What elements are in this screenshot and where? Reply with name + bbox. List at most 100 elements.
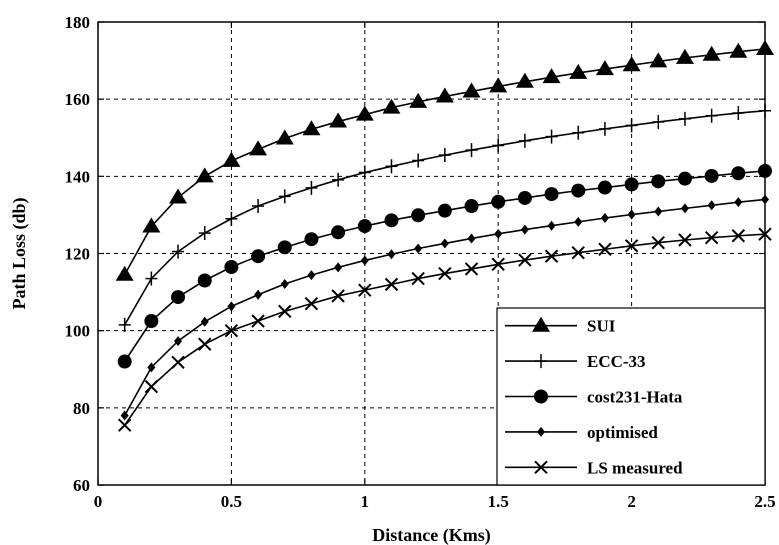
data-point-ls-measured <box>358 283 372 297</box>
data-point-optimised <box>200 316 209 327</box>
data-point-ecc-33 <box>278 189 291 204</box>
y-tick-label: 160 <box>65 90 91 109</box>
data-point-optimised <box>494 228 503 239</box>
data-point-ecc-33 <box>518 133 531 148</box>
data-point-ls-measured <box>518 253 532 267</box>
data-point-cost231-hata <box>731 166 746 181</box>
marker-stroke <box>171 355 185 370</box>
data-point-optimised <box>574 216 583 227</box>
axis-ticks: 0 0.5 1 1.5 2 2.5 60 80 100 120 140 160 180 <box>65 13 776 511</box>
data-point-ecc-33 <box>438 148 451 163</box>
data-point-sui <box>649 52 668 68</box>
marker-stroke <box>384 277 399 292</box>
data-point-sui <box>435 87 454 103</box>
data-point-ls-measured <box>171 355 185 370</box>
marker-stroke <box>544 249 559 263</box>
data-point-cost231-hata <box>277 240 292 255</box>
data-point-ecc-33 <box>385 159 398 174</box>
data-point-sui <box>382 98 401 114</box>
data-point-sui <box>329 112 348 128</box>
legend-entry-optimised: optimised <box>505 423 658 442</box>
marker-stroke <box>518 253 532 267</box>
data-point-sui <box>249 140 268 156</box>
data-point-ls-measured <box>144 379 159 394</box>
marker-stroke <box>438 266 452 281</box>
data-point-optimised <box>627 209 636 220</box>
data-point-cost231-hata <box>304 232 319 247</box>
data-point-optimised <box>600 213 609 224</box>
data-point-cost231-hata <box>651 174 666 189</box>
data-point-ecc-33 <box>225 211 238 226</box>
data-point-sui <box>622 56 641 72</box>
x-tick-label: 0 <box>94 492 103 511</box>
data-point-ls-measured <box>464 262 479 276</box>
data-point-ls-measured <box>571 246 585 260</box>
legend-marker <box>535 354 547 369</box>
data-point-ecc-33 <box>652 114 665 129</box>
series-layer <box>115 40 774 432</box>
data-point-cost231-hata <box>197 273 212 288</box>
series-line-ecc-33 <box>123 109 766 326</box>
data-point-ecc-33 <box>198 226 211 241</box>
data-point-sui <box>675 48 694 64</box>
y-tick-label: 140 <box>65 167 91 186</box>
y-tick-label: 180 <box>65 13 91 32</box>
data-point-sui <box>169 188 188 204</box>
marker-stroke <box>251 314 265 328</box>
data-point-sui <box>275 129 294 145</box>
x-tick-label: 2.5 <box>754 492 775 511</box>
data-point-sui <box>355 105 374 121</box>
marker-stroke <box>224 323 239 338</box>
data-point-cost231-hata <box>144 314 159 329</box>
data-point-ls-measured <box>624 239 639 253</box>
x-tick-label: 2 <box>627 492 636 511</box>
data-point-ls-measured <box>598 242 612 256</box>
data-point-sui <box>302 120 321 136</box>
data-point-ecc-33 <box>145 271 158 286</box>
data-point-ecc-33 <box>545 129 558 144</box>
marker-stroke <box>571 246 585 260</box>
legend-label: ECC-33 <box>587 352 646 371</box>
data-point-optimised <box>387 249 396 260</box>
data-point-optimised <box>414 243 423 254</box>
data-point-optimised <box>307 270 316 281</box>
data-point-cost231-hata <box>251 249 266 264</box>
series-ls-measured <box>117 227 772 432</box>
y-tick-label: 120 <box>65 245 91 264</box>
data-point-cost231-hata <box>171 290 186 305</box>
data-point-cost231-hata <box>544 187 559 202</box>
data-point-ls-measured <box>117 418 132 432</box>
series-cost231-hata <box>117 163 772 369</box>
data-point-optimised <box>334 262 343 273</box>
data-point-ls-measured <box>704 230 719 245</box>
data-point-sui <box>115 265 134 281</box>
data-point-ecc-33 <box>678 111 691 126</box>
marker-stroke <box>144 379 159 394</box>
legend-marker <box>534 389 548 404</box>
data-point-ls-measured <box>678 233 692 247</box>
data-point-cost231-hata <box>704 168 719 183</box>
marker-stroke <box>278 304 292 319</box>
legend-label: optimised <box>587 423 658 442</box>
data-point-sui <box>595 60 614 76</box>
marker-stroke <box>534 460 548 475</box>
data-point-cost231-hata <box>491 194 506 209</box>
data-point-optimised <box>254 289 263 300</box>
data-point-optimised <box>520 224 529 235</box>
data-point-sui <box>569 63 588 79</box>
data-point-ls-measured <box>491 257 505 272</box>
marker-stroke <box>198 337 212 351</box>
data-point-cost231-hata <box>117 354 132 369</box>
series-sui <box>115 40 774 281</box>
data-point-ls-measured <box>384 277 399 292</box>
marker-stroke <box>678 233 692 247</box>
data-point-optimised <box>280 278 289 289</box>
data-point-ecc-33 <box>358 165 371 180</box>
marker-stroke <box>304 296 319 311</box>
data-point-cost231-hata <box>437 203 452 218</box>
data-point-ecc-33 <box>305 180 318 195</box>
marker-stroke <box>651 235 665 250</box>
data-point-sui <box>142 217 161 233</box>
data-point-optimised <box>467 233 476 244</box>
legend-marker <box>532 316 550 332</box>
